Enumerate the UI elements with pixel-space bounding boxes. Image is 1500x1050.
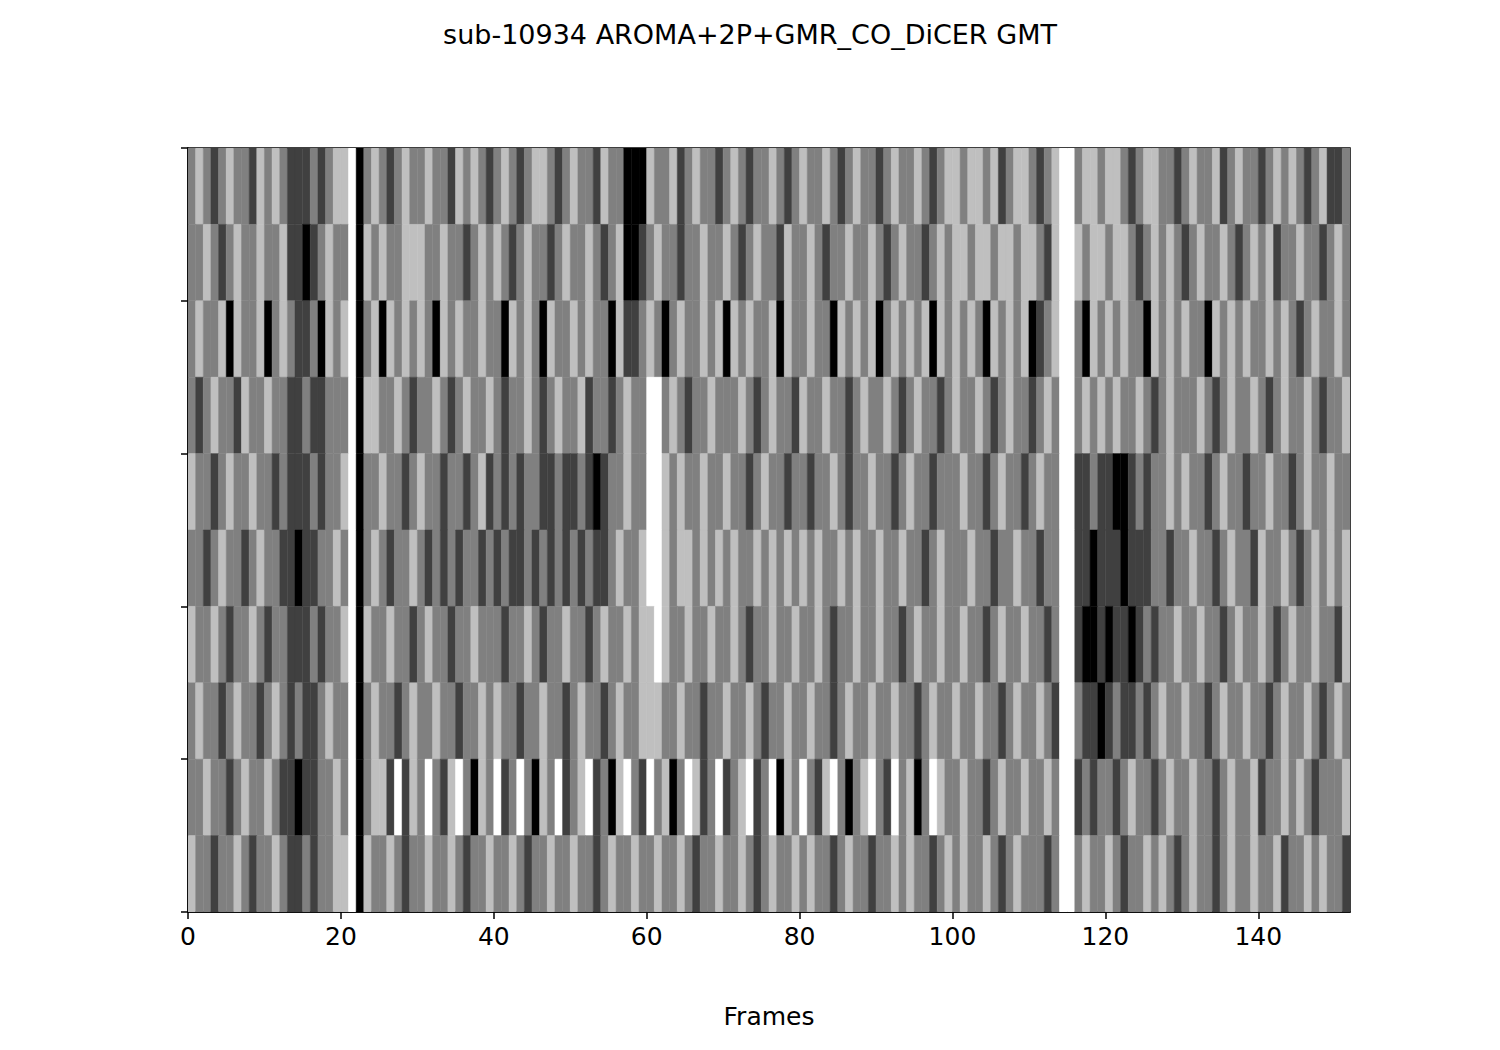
svg-text:Frames: Frames [724,1002,815,1031]
svg-text:120: 120 [1082,922,1130,951]
svg-text:100: 100 [929,922,977,951]
svg-text:140: 140 [1234,922,1282,951]
svg-text:40: 40 [478,922,510,951]
svg-text:80: 80 [784,922,816,951]
svg-text:60: 60 [631,922,663,951]
svg-text:sub-10934 AROMA+2P+GMR_CO_DiCE: sub-10934 AROMA+2P+GMR_CO_DiCER GMT [443,19,1057,50]
svg-text:20: 20 [325,922,357,951]
svg-text:0: 0 [180,922,196,951]
